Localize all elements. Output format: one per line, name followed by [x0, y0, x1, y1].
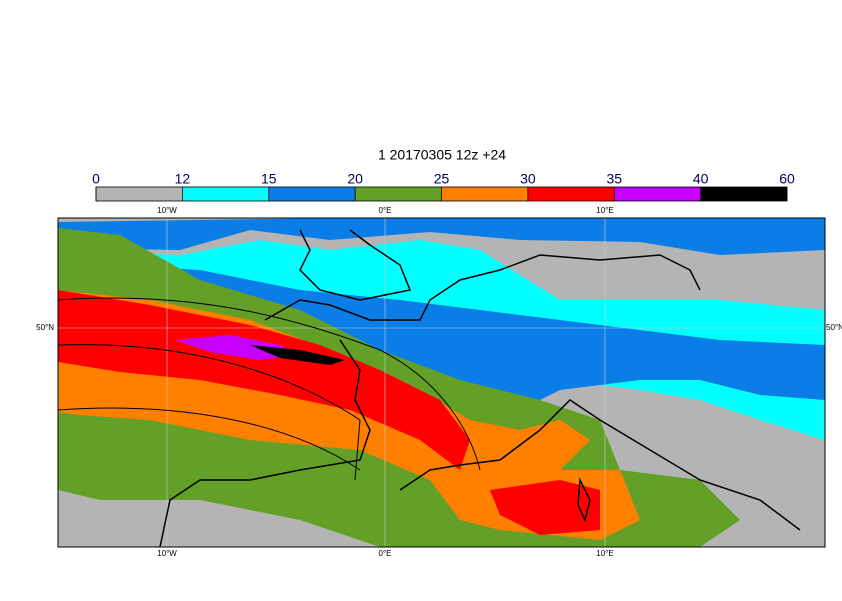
colorbar-segment — [96, 187, 183, 201]
colorbar-segment — [268, 187, 356, 201]
lon-label-bottom: 0°E — [379, 549, 392, 558]
colorbar-segment — [182, 187, 269, 201]
lon-label-top: 0°E — [379, 206, 392, 215]
colorbar-segment — [614, 187, 701, 201]
lat-label-left: 50°N — [36, 323, 54, 332]
field-magenta — [175, 335, 300, 360]
colorbar-label: 30 — [520, 171, 536, 187]
map — [58, 218, 825, 547]
colorbar-segment — [441, 187, 528, 201]
field-red — [58, 290, 470, 470]
title: 1 20170305 12z +24 — [378, 147, 506, 163]
map-frame — [57, 217, 826, 548]
colorbar-label: 0 — [92, 171, 100, 187]
colorbar-segment — [527, 187, 615, 201]
lon-label-top: 10°W — [157, 206, 177, 215]
field-black — [250, 345, 345, 365]
lon-label-bottom: 10°W — [157, 549, 177, 558]
lon-label-top: 10°E — [596, 206, 613, 215]
colorbar-label: 40 — [693, 171, 709, 187]
lon-label-bottom: 10°E — [596, 549, 613, 558]
colorbar-segment — [700, 187, 787, 201]
colorbar-label: 35 — [606, 171, 622, 187]
field-red-south — [490, 480, 600, 535]
colorbar-label: 60 — [779, 171, 795, 187]
lat-label-right: 50°N — [826, 323, 842, 332]
field-blue-north — [58, 218, 825, 255]
colorbar-segment — [355, 187, 442, 201]
colorbar-label: 12 — [175, 171, 191, 187]
colorbar-label: 25 — [434, 171, 450, 187]
colorbar-label: 15 — [261, 171, 277, 187]
colorbar-label: 20 — [347, 171, 363, 187]
coastlines — [159, 229, 801, 547]
